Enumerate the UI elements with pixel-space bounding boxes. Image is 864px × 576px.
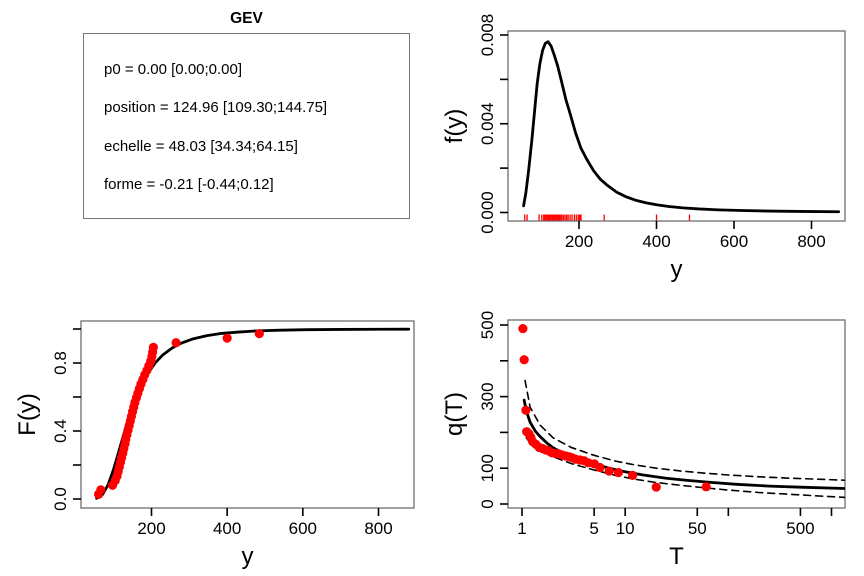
empirical-return-point: [701, 482, 711, 492]
param-position: position = 124.96 [109.30;144.75]: [104, 99, 328, 117]
empirical-return-point: [651, 482, 661, 492]
plot-frame: [507, 319, 846, 509]
plot-frame: [80, 320, 415, 509]
x-tick-label: 600: [720, 232, 748, 251]
x-tick-label: 800: [364, 519, 392, 538]
empirical-cdf-point: [96, 485, 106, 495]
empirical-return-point: [521, 405, 531, 415]
x-axis-title: y: [242, 543, 254, 570]
y-tick-label: 500: [478, 311, 497, 339]
empirical-cdf-point: [148, 342, 158, 352]
y-tick-label: 100: [478, 454, 497, 482]
x-tick-label: 5: [589, 519, 598, 538]
x-tick-label: 200: [565, 232, 593, 251]
gev-density-curve: [522, 40, 841, 214]
y-tick-label: 0.008: [478, 14, 497, 57]
x-tick-label: 800: [797, 232, 825, 251]
x-tick-label: 10: [616, 519, 635, 538]
y-axis-title: q(T): [441, 392, 468, 436]
return-level-plot: 1 5 10 50 500 0 100 300 500 Tq(T): [441, 311, 846, 570]
param-echelle: echelle = 48.03 [34.34;64.15]: [104, 137, 298, 155]
x-tick-label: 1: [517, 519, 526, 538]
y-tick-label: 0: [478, 499, 497, 508]
y-tick-label: 0.4: [51, 419, 70, 443]
x-tick-label: 400: [213, 519, 241, 538]
x-tick-label: 600: [289, 519, 317, 538]
y-axis-title: f(y): [441, 109, 468, 144]
x-axis-title: y: [671, 256, 683, 283]
gev-cdf-curve: [95, 327, 411, 500]
empirical-return-point: [595, 462, 605, 473]
empirical-return-point: [604, 466, 614, 476]
y-tick-label: 300: [478, 382, 497, 410]
plot-frame: [507, 30, 846, 222]
x-axis-title: T: [669, 543, 684, 570]
empirical-cdf-point: [254, 328, 264, 339]
empirical-cdf-point: [171, 338, 181, 348]
lower-confidence-band: [525, 436, 845, 499]
empirical-return-point: [627, 470, 638, 480]
y-tick-label: 0.000: [478, 191, 497, 234]
density-plot: 200 400 600 800 0.000 0.004 0.008 y f(y): [441, 14, 846, 283]
param-forme: forme = -0.21 [-0.44;0.12]: [104, 175, 274, 193]
panel-title: GEV: [230, 10, 263, 27]
parameter-box: p0 = 0.00 [0.00;0.00] position = 124.96 …: [83, 33, 410, 219]
return-level-curve: [522, 398, 845, 490]
upper-confidence-band: [524, 379, 845, 482]
y-tick-label: 0.0: [51, 487, 70, 511]
empirical-return-point: [613, 467, 624, 478]
empirical-return-point: [519, 355, 529, 365]
y-tick-label: 0.8: [51, 351, 70, 375]
x-tick-label: 200: [137, 519, 165, 538]
x-tick-label: 500: [786, 519, 814, 538]
cdf-plot: 200 400 600 800 0.0 0.4 0.8 y F(y): [14, 320, 415, 570]
y-axis-title: F(y): [14, 393, 41, 436]
empirical-cdf-point: [222, 333, 232, 343]
x-tick-label: 50: [688, 519, 707, 538]
param-p0: p0 = 0.00 [0.00;0.00]: [104, 61, 243, 79]
parameter-panel: GEV p0 = 0.00 [0.00;0.00] position = 124…: [0, 0, 432, 288]
y-tick-label: 0.004: [478, 102, 497, 145]
empirical-return-point: [518, 323, 528, 334]
x-tick-label: 400: [642, 232, 670, 251]
